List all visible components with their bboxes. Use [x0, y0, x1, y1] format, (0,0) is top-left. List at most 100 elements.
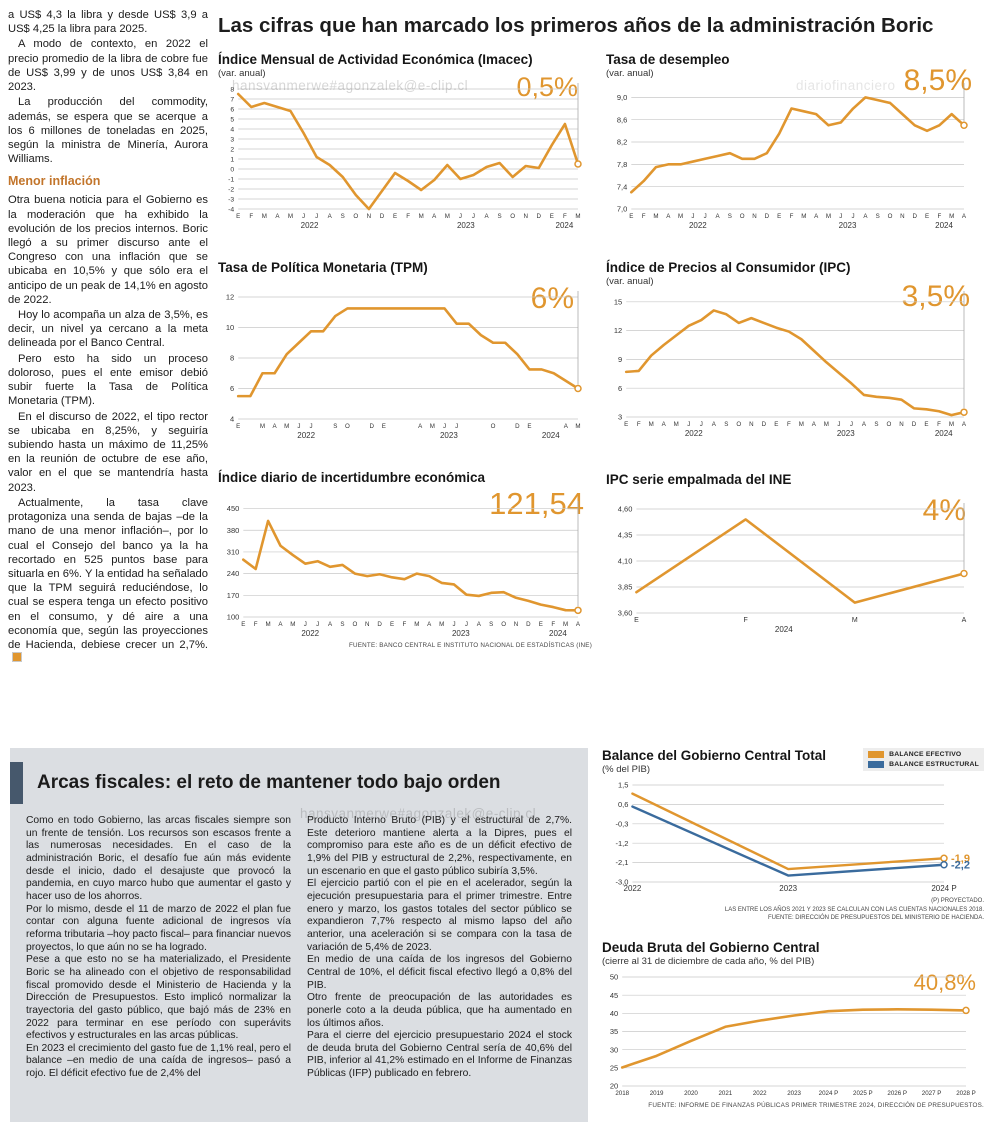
svg-text:D: D [912, 213, 917, 220]
svg-text:310: 310 [227, 548, 240, 557]
svg-text:S: S [874, 421, 878, 428]
box-paragraph: En medio de una caída de los ingresos de… [307, 954, 572, 991]
box-paragraph: Por lo mismo, desde el 11 de marzo de 20… [26, 903, 291, 953]
chart-title: Balance del Gobierno Central Total [602, 748, 827, 763]
svg-text:F: F [254, 621, 258, 628]
svg-text:E: E [924, 421, 928, 428]
svg-text:M: M [439, 621, 444, 628]
svg-text:M: M [653, 213, 658, 220]
chart-card-imacec: Índice Mensual de Actividad Económica (I… [218, 52, 592, 231]
svg-text:-2: -2 [228, 187, 234, 194]
svg-text:A: A [432, 213, 437, 220]
svg-text:2018: 2018 [615, 1090, 629, 1097]
svg-text:M: M [649, 421, 654, 428]
svg-text:J: J [472, 213, 475, 220]
svg-text:45: 45 [610, 991, 618, 1000]
svg-text:A: A [484, 213, 489, 220]
svg-text:F: F [406, 213, 410, 220]
article-paragraph: Hoy lo acompaña un alza de 3,5%, es deci… [8, 309, 208, 350]
svg-text:E: E [382, 423, 386, 430]
arcas-fiscales-box: Arcas fiscales: el reto de mantener todo… [10, 748, 588, 1122]
svg-text:S: S [340, 621, 344, 628]
svg-text:D: D [377, 621, 382, 628]
svg-text:S: S [489, 621, 493, 628]
svg-text:F: F [743, 617, 747, 624]
svg-text:2022: 2022 [624, 884, 642, 893]
svg-text:35: 35 [610, 1027, 618, 1036]
svg-text:A: A [812, 421, 817, 428]
footnote: LAS ENTRE LOS AÑOS 2021 Y 2023 SE CALCUL… [724, 906, 984, 913]
svg-text:A: A [278, 621, 283, 628]
svg-text:12: 12 [614, 326, 622, 335]
svg-text:2027 P: 2027 P [922, 1090, 942, 1097]
svg-text:E: E [925, 213, 929, 220]
svg-text:2021: 2021 [718, 1090, 732, 1097]
svg-text:S: S [341, 213, 345, 220]
svg-text:10: 10 [226, 323, 234, 332]
svg-text:F: F [790, 213, 794, 220]
svg-text:25: 25 [610, 1063, 618, 1072]
svg-text:S: S [876, 213, 880, 220]
legend-item-estructural: BALANCE ESTRUCTURAL [868, 761, 979, 768]
svg-text:2028 P: 2028 P [956, 1090, 976, 1097]
svg-text:6: 6 [618, 384, 622, 393]
svg-text:J: J [315, 213, 318, 220]
svg-text:A: A [814, 213, 819, 220]
svg-text:F: F [403, 621, 407, 628]
chart-card-incertidumbre: Índice diario de incertidumbre económica… [218, 470, 592, 649]
svg-text:2024: 2024 [935, 429, 953, 438]
svg-text:2023: 2023 [440, 431, 458, 440]
svg-text:2023: 2023 [457, 221, 475, 230]
svg-text:2024: 2024 [549, 629, 567, 638]
chart-title: Tasa de Política Monetaria (TPM) [218, 260, 428, 275]
svg-text:O: O [491, 423, 496, 430]
svg-text:M: M [419, 213, 424, 220]
svg-text:O: O [740, 213, 745, 220]
article-paragraph: Pero esto ha sido un proceso doloroso, p… [8, 352, 208, 408]
svg-text:-1,9: -1,9 [951, 853, 970, 865]
svg-text:8,6: 8,6 [617, 115, 627, 124]
left-article-column: a US$ 4,3 la libra y desde US$ 3,9 a US$… [8, 8, 208, 668]
svg-text:100: 100 [227, 613, 240, 622]
svg-text:M: M [575, 423, 580, 430]
svg-text:2023: 2023 [779, 884, 797, 893]
svg-text:2023: 2023 [452, 629, 470, 638]
svg-text:A: A [273, 423, 278, 430]
svg-text:8: 8 [230, 354, 234, 363]
chart-subtitle: (var. anual) [606, 68, 654, 79]
svg-text:E: E [634, 617, 639, 624]
svg-text:2023: 2023 [839, 221, 857, 230]
svg-text:O: O [887, 421, 892, 428]
svg-text:E: E [527, 423, 531, 430]
box-paragraph: El ejercicio partió con el pie en el ace… [307, 878, 572, 953]
svg-text:2023: 2023 [787, 1090, 801, 1097]
svg-text:E: E [629, 213, 633, 220]
svg-text:15: 15 [614, 297, 622, 306]
line-chart-deuda: 50 45 40 35 30 25 20 2018 2019 2020 2021 2022 2023 20… [602, 969, 984, 1099]
svg-text:N: N [367, 213, 371, 220]
chart-card-ipc-empalmada: IPC serie empalmada del INE 4% 4,60 4,35 4… [606, 472, 978, 635]
svg-text:O: O [352, 621, 357, 628]
svg-text:8: 8 [230, 87, 234, 94]
svg-text:A: A [962, 213, 967, 220]
page-title: Las cifras que han marcado los primeros … [218, 14, 934, 37]
svg-text:A: A [564, 423, 569, 430]
svg-text:7,0: 7,0 [617, 205, 627, 214]
svg-text:D: D [369, 423, 374, 430]
svg-text:1: 1 [230, 157, 234, 164]
svg-text:3,60: 3,60 [618, 609, 633, 618]
svg-text:2024 P: 2024 P [819, 1090, 839, 1097]
svg-text:6: 6 [230, 384, 234, 393]
svg-text:380: 380 [227, 526, 240, 535]
svg-text:D: D [765, 213, 770, 220]
svg-text:J: J [687, 421, 690, 428]
svg-text:S: S [498, 213, 502, 220]
box-header: Arcas fiscales: el reto de mantener todo… [10, 762, 572, 804]
svg-text:A: A [712, 421, 717, 428]
svg-text:J: J [304, 621, 307, 628]
svg-text:J: J [452, 621, 455, 628]
svg-text:E: E [539, 621, 543, 628]
svg-text:A: A [862, 421, 867, 428]
svg-text:12: 12 [226, 293, 234, 302]
